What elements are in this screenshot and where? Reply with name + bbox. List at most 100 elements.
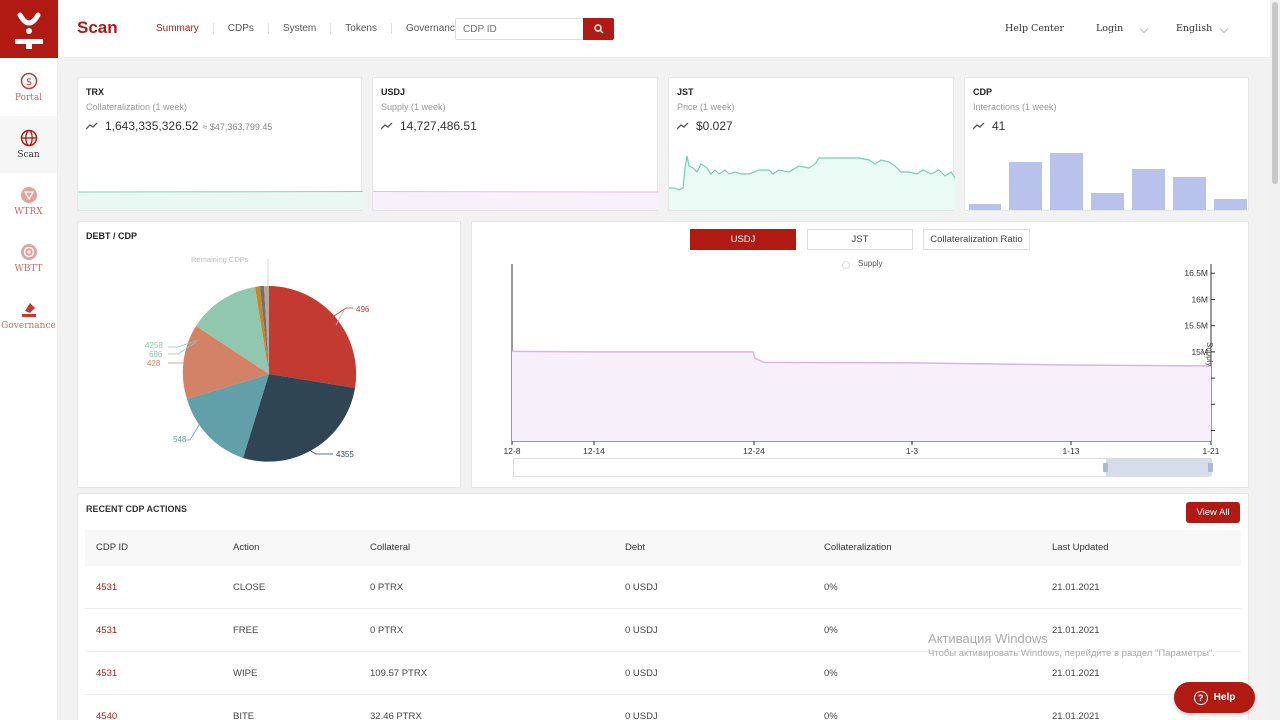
pie-label-686: 686 — [149, 350, 163, 359]
page-scrollbar[interactable] — [1270, 0, 1280, 720]
debt-cell: 0 USDJ — [625, 711, 658, 720]
stat-value: $0.027 — [696, 119, 733, 133]
debt-cell: 0 USDJ — [625, 582, 658, 593]
sidebar: $ Portal Scan WTRX WBTT Governance — [0, 0, 58, 720]
y-tick-label: 16M — [1191, 294, 1208, 304]
datazoom-slider[interactable] — [513, 458, 1213, 477]
stat-card-trx: TRX Collateralization (1 week) 1,643,335… — [77, 77, 363, 211]
debt-pie-chart — [168, 259, 357, 462]
pie-label-4355: 4355 — [336, 450, 354, 459]
table-row[interactable]: 4531 WIPE 109.57 PTRX 0 USDJ 0% 21.01.20… — [85, 652, 1241, 695]
collateralization-cell: 0% — [824, 625, 838, 636]
pie-slice — [260, 285, 269, 374]
pie-label-428: 428 — [147, 359, 161, 368]
help-center-link[interactable]: Help Center — [1005, 23, 1065, 34]
nav-summary[interactable]: Summary — [156, 23, 199, 34]
trx-sparkline — [78, 191, 363, 210]
table-header: CDP ID Action Collateral Debt Collateral… — [85, 530, 1241, 566]
stat-value: 1,643,335,326.52 — [105, 119, 199, 133]
trend-up-icon — [381, 122, 393, 130]
action-cell: CLOSE — [233, 582, 266, 593]
nav-tokens[interactable]: Tokens — [330, 23, 391, 34]
cdp-id-link[interactable]: 4540 — [96, 711, 118, 720]
section-title: RECENT CDP ACTIONS — [86, 504, 188, 514]
stat-name: USDJ — [381, 87, 406, 97]
logo[interactable] — [0, 0, 58, 58]
pie-label-496: 496 — [356, 305, 370, 314]
tab-usdj[interactable]: USDJ — [690, 229, 796, 250]
table-row[interactable]: 4540 BITE 32.46 PTRX 0 USDJ 0% 21.01.202… — [85, 695, 1241, 720]
stat-card-jst: JST Price (1 week) $0.027 — [668, 77, 955, 211]
scrollbar-thumb[interactable] — [1272, 2, 1278, 184]
legend-supply[interactable]: Supply — [858, 259, 883, 268]
stat-value-row: 41 — [973, 119, 1005, 133]
stat-name: CDP — [973, 87, 993, 97]
pie-label-4258: 4258 — [145, 341, 163, 350]
tab-jst[interactable]: JST — [807, 229, 913, 250]
pie-slice — [187, 374, 269, 458]
sidebar-item-scan[interactable]: Scan — [0, 116, 57, 173]
y-tick-label: 15.5M — [1184, 321, 1208, 331]
x-tick-label: 12-8 — [503, 446, 520, 456]
stat-card-usdj: USDJ Supply (1 week) 14,727,486.51 — [372, 77, 659, 211]
pie-slice — [264, 285, 269, 374]
chevron-down-icon[interactable] — [1219, 24, 1229, 34]
cdp-id-link[interactable]: 4531 — [96, 582, 118, 593]
collateral-cell: 32.46 PTRX — [370, 711, 422, 720]
cdp-id-link[interactable]: 4531 — [96, 625, 118, 636]
nav-governance[interactable]: Governance — [390, 23, 474, 34]
collateralization-cell: 0% — [824, 582, 838, 593]
datazoom-handle-right[interactable] — [1208, 463, 1213, 472]
just-logo-icon — [15, 12, 43, 49]
sidebar-item-governance[interactable]: Governance — [0, 287, 57, 344]
sidebar-item-portal[interactable]: $ Portal — [0, 58, 57, 116]
y-tick-label: 15M — [1191, 347, 1208, 357]
governance-icon — [21, 303, 36, 317]
stat-subtitle: Collateralization (1 week) — [86, 102, 188, 112]
trend-up-icon — [677, 122, 689, 130]
svg-text:$: $ — [25, 77, 31, 88]
sidebar-item-wtrx[interactable]: WTRX — [0, 173, 57, 230]
datazoom-window[interactable] — [1106, 459, 1212, 476]
pie-label-remaining: Remaining CDPs — [191, 255, 249, 264]
language-select[interactable]: English — [1176, 23, 1213, 34]
action-cell: WIPE — [233, 668, 258, 679]
supply-series-line — [511, 350, 1212, 367]
stat-value-row: 1,643,335,326.52 ≈ $47,363,799.45 — [86, 119, 272, 133]
tab-collateralization-ratio[interactable]: Collateralization Ratio — [923, 229, 1030, 250]
brand-title[interactable]: Scan — [77, 18, 118, 37]
table-row[interactable]: 4531 CLOSE 0 PTRX 0 USDJ 0% 21.01.2021 — [85, 566, 1241, 609]
login-link[interactable]: Login — [1096, 23, 1124, 34]
stat-value-row: 14,727,486.51 — [381, 119, 477, 133]
cdp-search-input[interactable] — [455, 18, 584, 40]
legend-marker[interactable] — [842, 261, 850, 269]
help-button[interactable]: ? Help — [1174, 682, 1255, 713]
supply-area — [512, 351, 1211, 441]
stat-value: 14,727,486.51 — [400, 119, 477, 133]
sidebar-item-label: WTRX — [14, 207, 43, 217]
dollar-icon: $ — [20, 72, 37, 89]
windows-activation-title: Активация Windows — [928, 631, 1048, 646]
table-row[interactable]: 4531 FREE 0 PTRX 0 USDJ 0% 21.01.2021 — [85, 609, 1241, 652]
nav-cdps[interactable]: CDPs — [212, 23, 268, 34]
cdp-id-link[interactable]: 4531 — [96, 668, 118, 679]
stat-name: TRX — [86, 87, 104, 97]
nav-system[interactable]: System — [267, 23, 330, 34]
trend-up-icon — [86, 122, 98, 130]
cdp-bar-sparkline — [969, 153, 1247, 210]
sidebar-item-label: Portal — [14, 92, 43, 103]
column-header: Last Updated — [1052, 542, 1109, 553]
stat-usd-value: ≈ $47,363,799.45 — [202, 122, 273, 132]
sidebar-item-wbtt[interactable]: WBTT — [0, 230, 57, 287]
last-updated-cell: 21.01.2021 — [1052, 668, 1100, 679]
action-cell: BITE — [233, 711, 255, 720]
view-all-button[interactable]: View All — [1186, 502, 1240, 523]
datazoom-handle-left[interactable] — [1103, 463, 1108, 472]
pie-slice — [182, 326, 269, 399]
stat-value-row: $0.027 — [677, 119, 733, 133]
search-button[interactable] — [583, 18, 614, 40]
chevron-down-icon[interactable] — [1139, 24, 1149, 34]
windows-activation-text: Чтобы активировать Windows, перейдите в … — [928, 648, 1215, 659]
x-tick-label: 1-21 — [1202, 446, 1219, 456]
column-header: Action — [233, 542, 260, 553]
